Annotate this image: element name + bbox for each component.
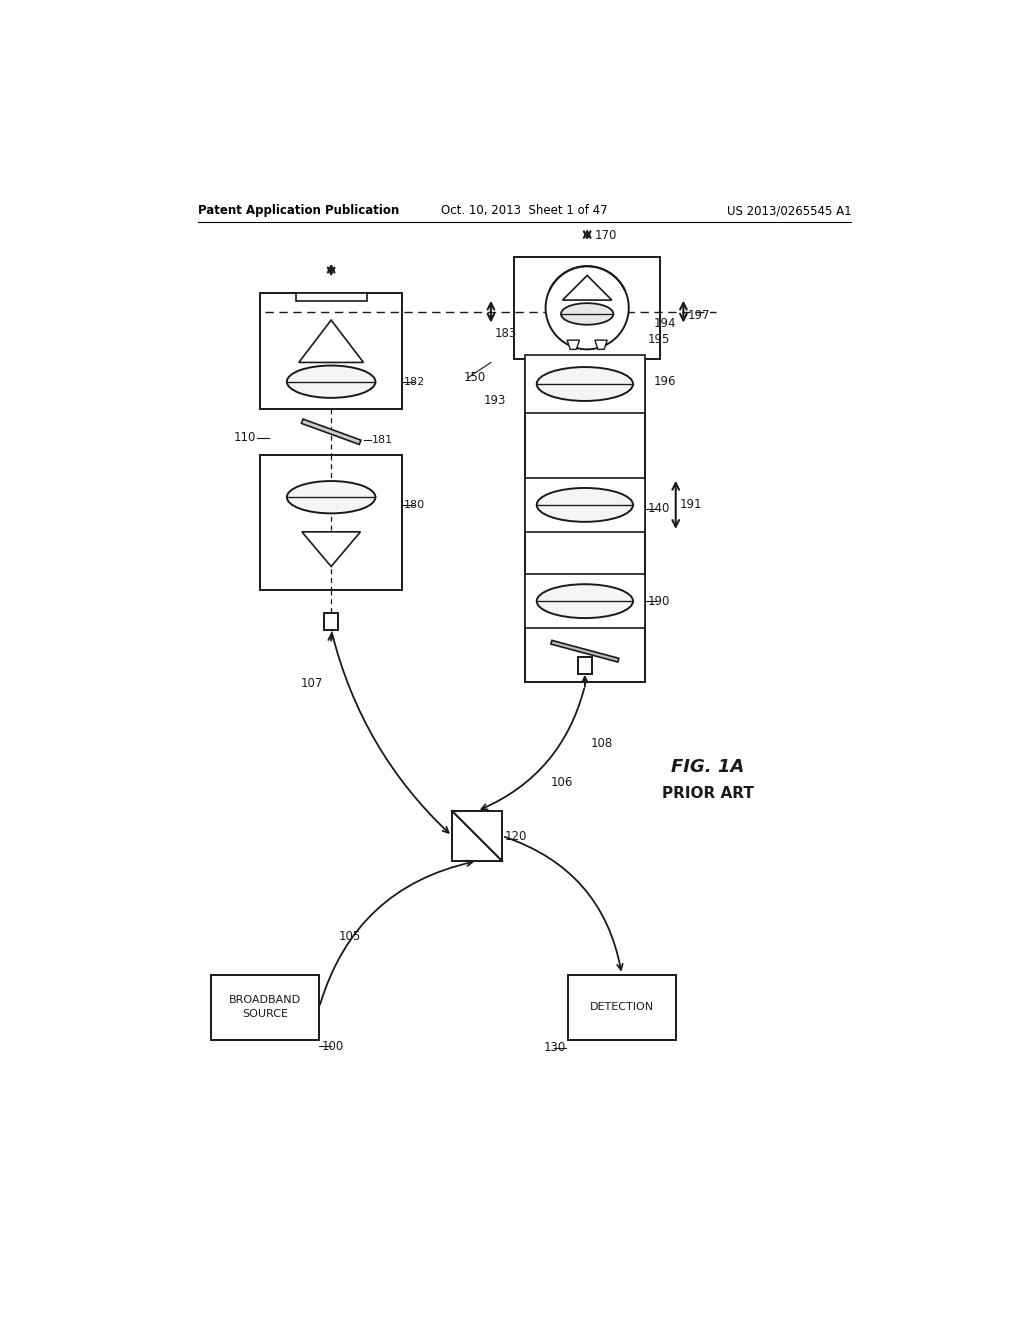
Bar <box>514 257 660 359</box>
Text: BROADBAND
SOURCE: BROADBAND SOURCE <box>229 995 301 1019</box>
Text: 110: 110 <box>233 432 256 445</box>
Text: 195: 195 <box>647 333 670 346</box>
Text: 197: 197 <box>687 309 710 322</box>
Text: 105: 105 <box>339 929 360 942</box>
Ellipse shape <box>537 367 633 401</box>
Bar <box>524 355 645 682</box>
Text: 180: 180 <box>403 500 425 510</box>
Text: Patent Application Publication: Patent Application Publication <box>199 205 399 218</box>
Bar <box>524 574 645 628</box>
Text: FIG. 1A: FIG. 1A <box>672 758 744 776</box>
Bar <box>296 293 367 301</box>
Polygon shape <box>595 341 607 350</box>
Polygon shape <box>301 418 360 445</box>
Text: 196: 196 <box>654 375 677 388</box>
Text: 183: 183 <box>495 326 517 339</box>
Polygon shape <box>562 276 611 300</box>
Polygon shape <box>302 532 360 566</box>
Text: 170: 170 <box>595 228 617 242</box>
Bar <box>452 810 502 861</box>
Text: Oct. 10, 2013  Sheet 1 of 47: Oct. 10, 2013 Sheet 1 of 47 <box>441 205 608 218</box>
Ellipse shape <box>537 488 633 521</box>
Text: 120: 120 <box>505 829 527 842</box>
Bar <box>524 355 645 412</box>
Ellipse shape <box>561 304 613 325</box>
Text: US 2013/0265545 A1: US 2013/0265545 A1 <box>727 205 851 218</box>
Polygon shape <box>551 640 618 663</box>
Text: 182: 182 <box>403 376 425 387</box>
Ellipse shape <box>537 585 633 618</box>
Bar <box>325 612 338 630</box>
Bar <box>211 974 319 1040</box>
Text: PRIOR ART: PRIOR ART <box>663 787 754 801</box>
Text: 106: 106 <box>550 776 572 788</box>
Text: DETECTION: DETECTION <box>590 1002 654 1012</box>
Polygon shape <box>567 341 580 350</box>
Text: 130: 130 <box>544 1041 565 1055</box>
Bar <box>568 974 676 1040</box>
Bar <box>524 478 645 532</box>
Polygon shape <box>299 321 364 363</box>
Ellipse shape <box>287 366 376 397</box>
Text: 108: 108 <box>591 737 613 750</box>
Text: 140: 140 <box>647 502 670 515</box>
Text: 100: 100 <box>322 1040 344 1053</box>
Text: 107: 107 <box>300 677 323 690</box>
Bar <box>578 657 592 675</box>
Text: 194: 194 <box>654 317 677 330</box>
Ellipse shape <box>287 480 376 513</box>
Bar <box>260 293 402 409</box>
Bar <box>260 455 402 590</box>
Circle shape <box>546 267 629 350</box>
Text: 181: 181 <box>372 436 393 445</box>
Text: 191: 191 <box>680 499 702 511</box>
Text: 193: 193 <box>483 395 506 408</box>
Text: 150: 150 <box>464 371 486 384</box>
Text: 190: 190 <box>647 594 670 607</box>
